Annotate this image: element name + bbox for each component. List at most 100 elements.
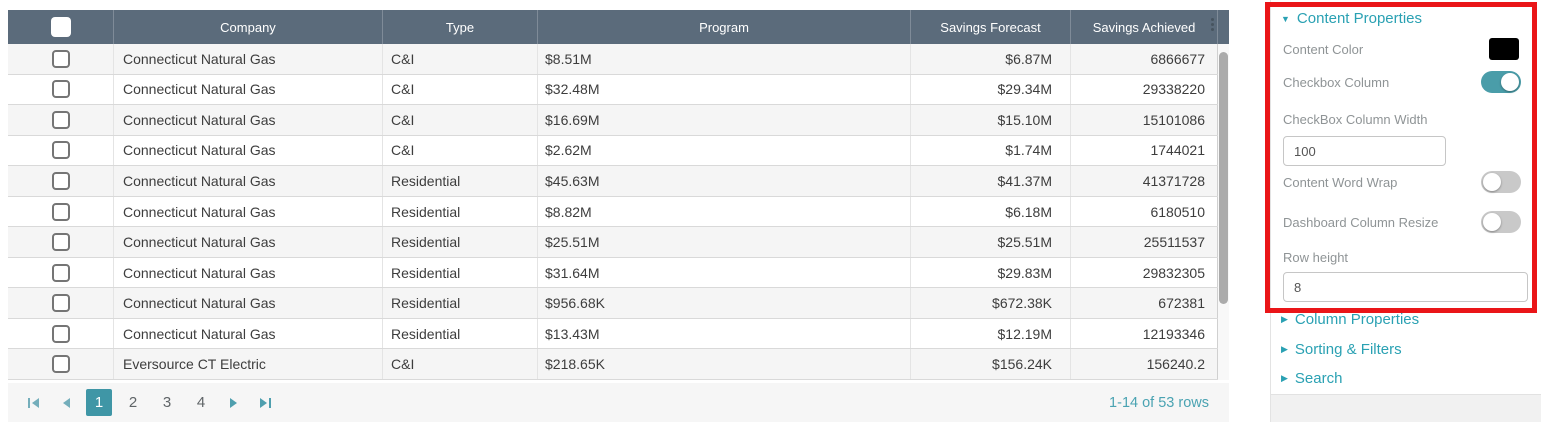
row-checkbox[interactable]	[51, 324, 70, 343]
cell-savings-forecast: $29.83M	[911, 257, 1071, 288]
row-checkbox[interactable]	[51, 263, 70, 282]
cell-type: Residential	[383, 257, 538, 288]
first-page-icon[interactable]	[22, 391, 46, 415]
select-all-header-cell	[8, 10, 114, 44]
row-checkbox[interactable]	[51, 294, 70, 313]
cell-savings-forecast: $156.24K	[911, 349, 1071, 380]
cell-type: C&I	[383, 135, 538, 166]
checkbox-column-width-input[interactable]	[1283, 136, 1446, 166]
section-title: Column Properties	[1294, 311, 1420, 328]
checkbox-column-label: Checkbox Column	[1283, 74, 1390, 90]
row-checkbox[interactable]	[51, 141, 70, 160]
cell-company: Connecticut Natural Gas	[114, 74, 383, 105]
header-savings-forecast[interactable]: Savings Forecast	[911, 10, 1071, 44]
cell-savings-achieved: 25511537	[1071, 227, 1218, 257]
row-checkbox[interactable]	[51, 171, 70, 190]
cell-program: $31.64M	[538, 257, 911, 288]
table-body: Connecticut Natural Gas C&I $8.51M $6.87…	[8, 44, 1229, 380]
cell-program: $8.82M	[538, 196, 911, 227]
section-column-properties[interactable]: ▶ Column Properties	[1281, 311, 1419, 328]
cell-company: Connecticut Natural Gas	[114, 196, 383, 227]
cell-savings-achieved: 672381	[1071, 288, 1218, 318]
row-checkbox[interactable]	[51, 110, 70, 129]
vertical-scrollbar-thumb[interactable]	[1219, 52, 1228, 304]
row-checkbox-cell	[8, 257, 114, 288]
content-color-swatch[interactable]	[1489, 38, 1519, 60]
header-program[interactable]: Program	[538, 10, 911, 44]
page-button-3[interactable]: 3	[162, 394, 172, 411]
cell-company: Connecticut Natural Gas	[114, 105, 383, 135]
row-checkbox[interactable]	[51, 202, 70, 221]
dashboard-column-resize-label: Dashboard Column Resize	[1283, 214, 1439, 230]
checkbox-column-toggle[interactable]	[1481, 71, 1521, 93]
cell-type: C&I	[383, 349, 538, 380]
content-word-wrap-row: Content Word Wrap	[1283, 170, 1521, 194]
cell-company: Connecticut Natural Gas	[114, 227, 383, 257]
row-checkbox[interactable]	[51, 355, 70, 374]
row-checkbox[interactable]	[51, 49, 70, 68]
cell-type: Residential	[383, 318, 538, 349]
row-checkbox-cell	[8, 44, 114, 74]
row-checkbox-cell	[8, 105, 114, 135]
cell-company: Eversource CT Electric	[114, 349, 383, 380]
vertical-scrollbar-track[interactable]	[1218, 44, 1229, 380]
cell-program: $218.65K	[538, 349, 911, 380]
cell-program: $13.43M	[538, 318, 911, 349]
cell-savings-achieved: 41371728	[1071, 166, 1218, 196]
chevron-right-icon: ▶	[1281, 314, 1288, 324]
cell-savings-forecast: $15.10M	[911, 105, 1071, 135]
properties-panel: ▼ Content Properties Content Color Check…	[1270, 0, 1541, 422]
cell-program: $8.51M	[538, 44, 911, 74]
table-row: Connecticut Natural Gas Residential $45.…	[8, 166, 1229, 197]
select-all-checkbox[interactable]	[50, 17, 71, 37]
toggle-knob	[1501, 73, 1519, 91]
dashboard-column-resize-toggle[interactable]	[1481, 211, 1521, 233]
table-row: Connecticut Natural Gas Residential $25.…	[8, 227, 1229, 258]
last-page-icon[interactable]	[254, 391, 278, 415]
cell-savings-achieved: 1744021	[1071, 135, 1218, 166]
header-savings-achieved[interactable]: Savings Achieved	[1071, 10, 1218, 44]
cell-savings-forecast: $672.38K	[911, 288, 1071, 318]
cell-savings-forecast: $1.74M	[911, 135, 1071, 166]
header-company[interactable]: Company	[114, 10, 383, 44]
checkbox-column-row: Checkbox Column	[1283, 70, 1521, 94]
toggle-knob	[1483, 173, 1501, 191]
row-checkbox[interactable]	[51, 233, 70, 252]
cell-type: C&I	[383, 74, 538, 105]
header-type[interactable]: Type	[383, 10, 538, 44]
row-checkbox-cell	[8, 349, 114, 380]
cell-savings-forecast: $6.87M	[911, 44, 1071, 74]
section-search[interactable]: ▶ Search	[1281, 370, 1342, 387]
table-row: Eversource CT Electric C&I $218.65K $156…	[8, 349, 1229, 380]
page-button-1[interactable]: 1	[86, 389, 112, 416]
table-row: Connecticut Natural Gas Residential $956…	[8, 288, 1229, 319]
cell-program: $2.62M	[538, 135, 911, 166]
content-word-wrap-toggle[interactable]	[1481, 171, 1521, 193]
rows-summary: 1-14 of 53 rows	[1109, 394, 1209, 411]
row-checkbox-cell	[8, 288, 114, 318]
section-sorting-filters[interactable]: ▶ Sorting & Filters	[1281, 341, 1402, 358]
page-button-4[interactable]: 4	[196, 394, 206, 411]
pagination-bar: 1 2 3 4 1-14 of 53 rows	[8, 383, 1229, 422]
cell-company: Connecticut Natural Gas	[114, 288, 383, 318]
row-height-label: Row height	[1283, 249, 1349, 265]
cell-company: Connecticut Natural Gas	[114, 166, 383, 196]
pager: 1 2 3 4	[22, 389, 278, 416]
row-checkbox[interactable]	[51, 80, 70, 99]
cell-company: Connecticut Natural Gas	[114, 44, 383, 74]
table-row: Connecticut Natural Gas C&I $8.51M $6.87…	[8, 44, 1229, 75]
next-page-icon[interactable]	[222, 391, 246, 415]
page-button-2[interactable]: 2	[128, 394, 138, 411]
section-title: Sorting & Filters	[1294, 341, 1402, 358]
cell-savings-achieved: 12193346	[1071, 318, 1218, 349]
cell-type: Residential	[383, 196, 538, 227]
row-height-input[interactable]	[1283, 272, 1528, 302]
dashboard-column-resize-row: Dashboard Column Resize	[1283, 210, 1521, 234]
cell-savings-achieved: 15101086	[1071, 105, 1218, 135]
section-content-properties[interactable]: ▼ Content Properties	[1281, 10, 1422, 27]
previous-page-icon[interactable]	[54, 391, 78, 415]
table-row: Connecticut Natural Gas Residential $8.8…	[8, 196, 1229, 228]
column-menu-icon[interactable]	[1211, 18, 1215, 31]
cell-savings-forecast: $12.19M	[911, 318, 1071, 349]
